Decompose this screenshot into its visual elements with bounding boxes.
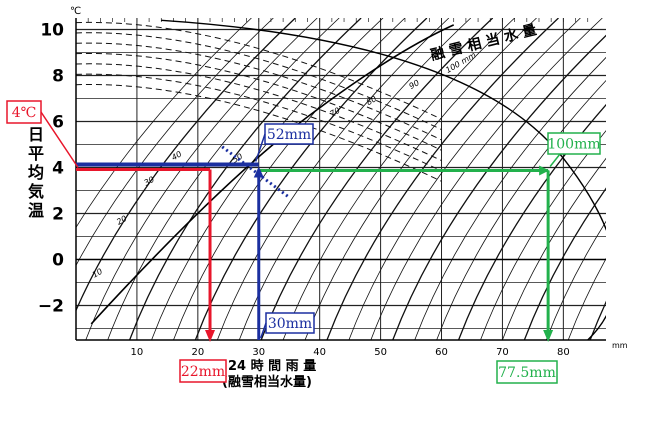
green-bottom-label-box: [496, 360, 558, 384]
iso-line: [414, 56, 606, 340]
x-tick-label: 40: [313, 347, 326, 358]
x-tick-label: 80: [557, 347, 570, 358]
blue-top-label: 52mm: [267, 127, 311, 143]
red-bottom-label: 22mm: [181, 364, 225, 380]
iso-line: [129, 18, 362, 340]
iso-line: [260, 18, 494, 340]
y-tick-label: 4: [52, 159, 64, 179]
envelope-curve: [161, 19, 606, 340]
annotations: 4℃ 52mm 30mm 22mm 100mm 77.5mm: [6, 100, 601, 384]
iso-line: [151, 18, 384, 340]
iso-line: [282, 18, 515, 340]
iso-line: [76, 18, 252, 229]
x-tick-label: 20: [191, 347, 204, 358]
temp-label: 4℃: [12, 105, 37, 121]
iso-line-label: 30: [143, 175, 156, 188]
iso-line-label: 40: [170, 149, 183, 162]
y-axis-label-char: 日: [28, 125, 44, 144]
iso-line: [502, 157, 606, 340]
y-tick-label: 0: [52, 251, 64, 271]
y-unit-label: ℃: [70, 6, 81, 17]
x-tick-label: 70: [496, 347, 509, 358]
grid: [75, 18, 606, 340]
temp-leader: [40, 111, 79, 168]
green-right-arrowhead: [539, 165, 550, 176]
iso-line: [457, 103, 606, 340]
x-tick-label: 10: [131, 347, 144, 358]
green-top-label: 100mm: [547, 137, 600, 153]
dashed-iso-line: [76, 63, 442, 162]
green-arrowhead: [543, 330, 554, 342]
iso-line: [612, 18, 670, 340]
y-axis-label-char: 温: [27, 201, 44, 220]
x-tick-label: 50: [374, 347, 387, 358]
iso-line: [304, 18, 537, 340]
dashed-iso-line: [76, 42, 442, 141]
y-tick-label: −2: [38, 297, 64, 317]
red-bottom-label-box: [179, 359, 227, 383]
iso-line: [656, 18, 670, 340]
iso-line: [589, 300, 606, 340]
blue-top-leader: [255, 133, 266, 162]
y-tick-label: 8: [52, 67, 64, 87]
green-top-leader: [549, 153, 561, 167]
dashed-iso-line: [76, 84, 442, 182]
blue-arrowhead: [253, 166, 264, 178]
boundary-curve: [90, 24, 455, 325]
iso-line: [370, 18, 603, 340]
iso-line: [85, 18, 318, 340]
iso-line: [480, 130, 606, 340]
y-axis-label-char: 気: [28, 182, 44, 201]
x-tick-label: 30: [252, 347, 265, 358]
green-top-label-box: [547, 132, 601, 155]
iso-line: [348, 18, 581, 340]
iso-line: [545, 220, 606, 340]
iso-line: [76, 18, 296, 312]
iso-line: [107, 18, 340, 340]
iso-line: [436, 79, 606, 340]
iso-line: [326, 18, 559, 340]
x-axis-label: 24 時 間 雨 量: [228, 358, 316, 374]
iso-line-label: 90: [408, 78, 421, 91]
y-tick-label: 2: [52, 205, 64, 225]
labels: 融 雪 相 当 水 量102030405060708090100 mm: [91, 21, 538, 279]
y-axis-label-char: 平: [28, 144, 44, 163]
iso-line: [634, 18, 670, 340]
dashed-iso-line: [76, 21, 442, 120]
iso-line: [392, 34, 606, 340]
iso-curves: [76, 18, 670, 340]
blue-bottom-label: 30mm: [268, 316, 312, 332]
iso-line: [567, 257, 606, 340]
dashed-iso-line: [76, 32, 442, 131]
iso-line-label: 50: [231, 152, 244, 165]
x-tick-label: 60: [435, 347, 448, 358]
x-unit-label: mm: [612, 341, 628, 350]
iso-line-label: 70: [328, 106, 341, 119]
green-bottom-label: 77.5mm: [498, 365, 556, 381]
iso-line: [194, 18, 428, 340]
dashed-iso-line: [76, 73, 442, 172]
dashed-iso-line: [76, 52, 442, 151]
iso-line-label: 10: [91, 267, 104, 280]
iso-line: [523, 187, 606, 340]
iso-line: [173, 18, 406, 340]
iso-line-label: 20: [115, 214, 128, 227]
red-arrowhead: [205, 330, 216, 342]
blue-bottom-leader: [260, 322, 267, 339]
x-axis-sublabel: (融雪相当水量): [222, 374, 312, 390]
y-axis-label-char: 均: [28, 163, 44, 182]
y-tick-label: 10: [40, 21, 64, 41]
blue-dotted-line: [221, 145, 291, 199]
y-tick-label: 6: [52, 113, 64, 133]
iso-line-label: 80: [365, 94, 378, 107]
